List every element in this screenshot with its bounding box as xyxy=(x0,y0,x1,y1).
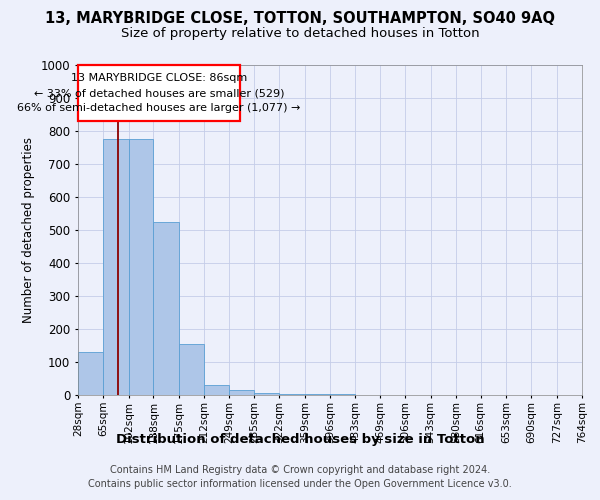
Y-axis label: Number of detached properties: Number of detached properties xyxy=(22,137,35,323)
Bar xyxy=(103,139,128,395)
Bar xyxy=(204,385,229,395)
Bar xyxy=(128,139,154,395)
Bar xyxy=(280,394,305,395)
Bar xyxy=(229,390,254,395)
Bar xyxy=(179,344,204,395)
Text: Size of property relative to detached houses in Totton: Size of property relative to detached ho… xyxy=(121,28,479,40)
Bar xyxy=(305,394,330,395)
Bar xyxy=(330,394,355,395)
Bar xyxy=(78,352,103,395)
Bar xyxy=(78,65,239,121)
Text: Distribution of detached houses by size in Totton: Distribution of detached houses by size … xyxy=(116,432,484,446)
Bar xyxy=(254,394,280,395)
Bar xyxy=(154,222,179,395)
Text: 13 MARYBRIDGE CLOSE: 86sqm
← 33% of detached houses are smaller (529)
66% of sem: 13 MARYBRIDGE CLOSE: 86sqm ← 33% of deta… xyxy=(17,73,301,114)
Text: Contains HM Land Registry data © Crown copyright and database right 2024.
Contai: Contains HM Land Registry data © Crown c… xyxy=(88,465,512,489)
Text: 13, MARYBRIDGE CLOSE, TOTTON, SOUTHAMPTON, SO40 9AQ: 13, MARYBRIDGE CLOSE, TOTTON, SOUTHAMPTO… xyxy=(45,11,555,26)
